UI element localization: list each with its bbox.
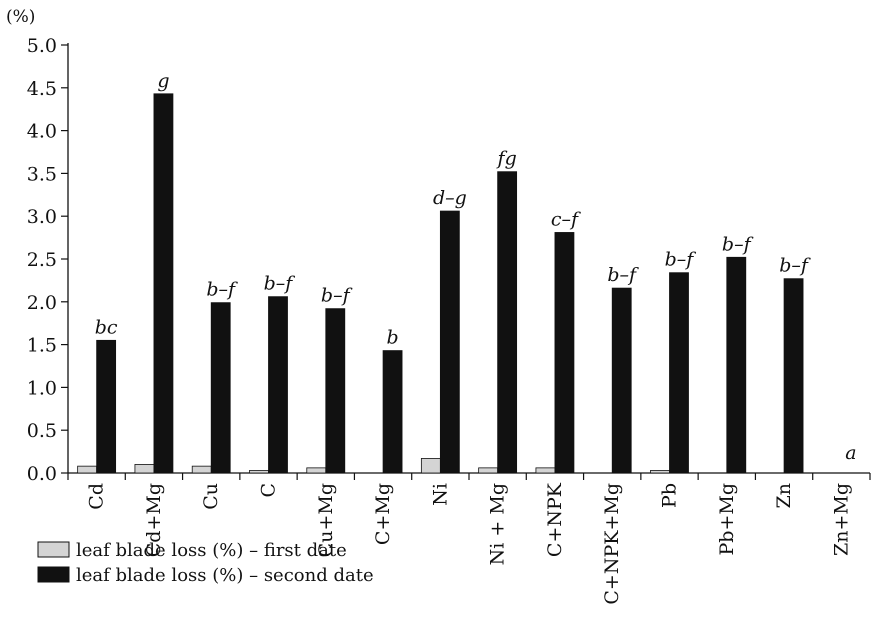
bar-second-date <box>726 256 747 474</box>
category-label: Cd+Mg <box>143 483 165 557</box>
bar-first-date <box>249 470 269 474</box>
significance-label: g <box>157 70 169 92</box>
y-tick-label: 1.0 <box>27 377 57 399</box>
bar-second-date <box>210 302 231 474</box>
bar-second-date <box>153 93 174 474</box>
significance-labels: bc g b–f b–f b–f b d–g fg c–f b–f b–f b–f b–f a <box>95 70 857 464</box>
category-label: Cd <box>86 483 108 510</box>
legend-label-second-date: leaf blade loss (%) – second date <box>76 565 374 586</box>
y-tick-label: 0.5 <box>27 420 57 442</box>
bar-second-date <box>783 278 804 474</box>
y-tick-label: 5.0 <box>27 35 57 57</box>
y-tick-label: 2.5 <box>27 249 57 271</box>
y-tick-label: 4.0 <box>27 121 57 143</box>
category-label: C <box>258 483 280 498</box>
category-label: Pb <box>659 483 681 508</box>
bar-second-date <box>382 350 403 474</box>
y-tick-label: 3.0 <box>27 206 57 228</box>
y-tick-label: 4.5 <box>27 78 57 100</box>
category-label: Cu <box>200 483 222 510</box>
bar-second-date <box>96 339 117 474</box>
bar-second-date <box>497 171 518 474</box>
category-label: Zn <box>773 483 795 508</box>
bar-second-date <box>325 308 346 474</box>
category-label: Ni + Mg <box>487 483 509 565</box>
bar-first-date <box>306 467 327 474</box>
bar-first-date <box>134 464 155 474</box>
bar-second-date <box>611 287 632 474</box>
significance-label: b–f <box>665 249 697 271</box>
significance-label: bc <box>95 316 118 338</box>
bar-first-date <box>77 465 98 474</box>
legend-swatch-second-date <box>37 566 70 583</box>
bars <box>77 93 804 474</box>
bar-second-date <box>439 210 460 474</box>
category-label: Ni <box>429 483 451 506</box>
legend: leaf blade loss (%) – first date leaf bl… <box>37 540 374 586</box>
y-tick-label: 1.5 <box>27 335 57 357</box>
y-tick-label: 2.0 <box>27 292 57 314</box>
category-label: C+Mg <box>372 483 394 545</box>
significance-label: b–f <box>779 255 811 277</box>
bar-first-date <box>535 467 556 474</box>
significance-label: a <box>845 442 856 464</box>
y-tick-label: 0.0 <box>27 463 57 485</box>
category-label: Cu+Mg <box>315 483 337 557</box>
significance-label: b–f <box>321 285 353 307</box>
legend-swatch-first-date <box>37 541 70 558</box>
category-label: C+NPK <box>544 482 566 557</box>
y-axis-ticks: 0.0 0.5 1.0 1.5 2.0 2.5 3.0 3.5 4.0 4.5 5.0 <box>27 35 68 485</box>
significance-label: b–f <box>722 233 754 255</box>
significance-label: fg <box>496 148 517 170</box>
y-axis-unit-label: (%) <box>6 7 35 27</box>
bar-first-date <box>478 467 499 474</box>
significance-label: b <box>386 327 398 349</box>
category-labels: Cd Cd+Mg Cu C Cu+Mg C+Mg Ni Ni + Mg C+NPK C+NPK+M… <box>86 482 853 604</box>
significance-label: b–f <box>607 264 639 286</box>
bar-second-date <box>554 232 575 474</box>
bar-first-date <box>420 458 441 474</box>
bar-second-date <box>669 272 689 474</box>
category-label: C+NPK+Mg <box>601 483 623 605</box>
significance-label: d–g <box>433 187 467 209</box>
category-label: Zn+Mg <box>830 483 852 556</box>
significance-label: b–f <box>206 279 238 301</box>
legend-label-first-date: leaf blade loss (%) – first date <box>76 540 347 561</box>
category-label: Pb+Mg <box>716 483 738 555</box>
bar-second-date <box>268 296 288 474</box>
bar-first-date <box>650 470 670 474</box>
significance-label: c–f <box>551 208 581 230</box>
y-tick-label: 3.5 <box>27 163 57 185</box>
bar-first-date <box>191 465 212 474</box>
axes <box>67 43 871 480</box>
significance-label: b–f <box>264 273 296 295</box>
